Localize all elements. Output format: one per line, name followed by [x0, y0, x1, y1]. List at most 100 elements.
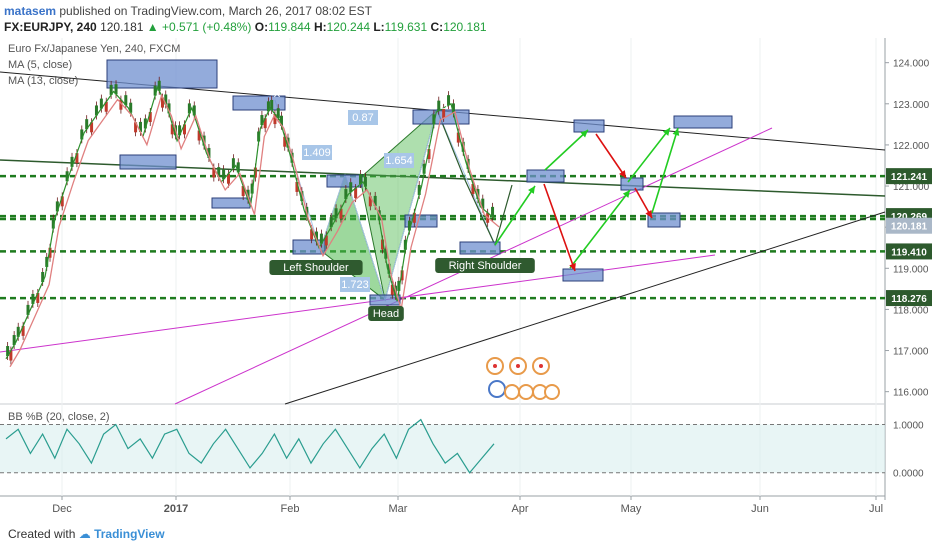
arrow-down-1-head: [619, 170, 626, 178]
x-axis-ticks: Dec 2017 Feb Mar Apr May Jun Jul: [52, 496, 883, 515]
drawing-toolbar-icons[interactable]: [486, 357, 560, 400]
legend-main[interactable]: Euro Fx/Japanese Yen, 240, FXCM: [8, 43, 180, 55]
arrow-up-2: [544, 129, 589, 171]
right-shoulder-label-bg: [435, 258, 535, 273]
candle-body-7-1: [90, 122, 94, 133]
price-change: ▲ +0.571 (+0.48%): [146, 20, 252, 34]
candle-body-30-1: [390, 284, 394, 295]
author-link[interactable]: matasem: [4, 4, 57, 18]
candle-body-29-2: [384, 248, 388, 259]
candle-body-31-0: [397, 280, 401, 291]
price-tag-bg-3: [886, 243, 932, 260]
candle-body-6-2: [80, 129, 84, 140]
projection-box-1: [119, 154, 177, 170]
projection-box-10: [526, 169, 565, 183]
candle-body-26-1: [339, 208, 343, 219]
candle-body-20-0: [260, 115, 264, 126]
open-value: 119.844: [268, 20, 311, 34]
bb-pane: 1.0000 0.0000: [0, 418, 924, 480]
arrow-up-5: [569, 189, 631, 269]
candle-body-17-1: [226, 173, 230, 184]
candle-body-2-0: [16, 326, 20, 337]
ratio-label-0: 0.87: [352, 112, 373, 124]
footer: Created with ☁ TradingView: [8, 527, 165, 541]
price-series: [5, 76, 500, 368]
price-tag-1: 120.269: [891, 212, 928, 223]
split-icon[interactable]: [504, 384, 520, 400]
y-tick-label-0: 124.000: [893, 59, 930, 70]
candle-body-26-0: [334, 208, 338, 219]
candle-body-18-1: [241, 186, 245, 197]
candle-body-4-0: [45, 256, 49, 267]
candle-body-35-2: [461, 141, 465, 152]
legend-ma5[interactable]: MA (5, close): [8, 59, 72, 71]
candle-body-22-1: [283, 136, 287, 147]
candle-body-34-0: [437, 100, 441, 111]
high-label: H:: [313, 20, 327, 34]
ratio-bg-2: [384, 153, 414, 168]
y-tick-label-1: 123.000: [893, 100, 930, 111]
candle-body-1-0: [6, 346, 10, 357]
left-shoulder-label-bg: [269, 260, 363, 275]
price-tag-4: 118.276: [891, 294, 927, 305]
candle-body-14-1: [182, 124, 186, 135]
event2-icon[interactable]: [544, 384, 560, 400]
chart-header: matasem published on TradingView.com, Ma…: [0, 0, 932, 22]
candle-body-9-0: [114, 84, 118, 95]
candle-body-26-2: [344, 189, 348, 200]
candle-body-10-1: [134, 122, 138, 133]
projection-box-3: [211, 197, 251, 209]
candle-body-34-1: [442, 107, 446, 118]
open-label: O:: [254, 20, 269, 34]
candle-body-21-1: [273, 114, 277, 125]
close-label: C:: [430, 20, 444, 34]
arrow-up-5-head: [622, 190, 630, 198]
candle-body-20-2: [266, 101, 270, 112]
candle-body-25-0: [319, 233, 323, 244]
candle-body-2-2: [26, 304, 30, 315]
tradingview-link[interactable]: TradingView: [94, 527, 165, 541]
projection-box-12: [562, 268, 604, 282]
candle-body-23-1: [295, 181, 299, 192]
earnings-icon[interactable]: [488, 380, 506, 398]
trendline-bottom: [284, 211, 886, 405]
ma13-line: [9, 93, 500, 368]
publish-text: published on TradingView.com, March 26, …: [59, 4, 373, 18]
candle-body-31-2: [403, 239, 407, 250]
candle-body-19-1: [253, 167, 257, 178]
projection-box-6: [369, 294, 401, 306]
candle-body-7-2: [94, 105, 98, 116]
projection-box-13: [620, 177, 644, 191]
right-shoulder-label: Right Shoulder: [449, 260, 522, 272]
candle-body-4-1: [48, 247, 52, 258]
news-icon[interactable]: [518, 384, 534, 400]
legend-bb[interactable]: BB %B (20, close, 2): [8, 411, 110, 423]
candle-body-19-2: [257, 131, 261, 142]
candle-body-12-2: [164, 94, 168, 105]
candle-body-33-2: [432, 114, 436, 125]
candle-body-21-2: [276, 108, 280, 119]
candle-body-16-1: [212, 167, 216, 178]
candle-body-13-0: [167, 103, 171, 114]
projection-box-0: [106, 59, 218, 89]
alert-dot-icon: [493, 364, 497, 368]
candle-body-8-0: [99, 98, 103, 109]
candle-body-30-0: [387, 263, 391, 274]
x-tick-label-0: Dec: [52, 503, 72, 515]
candle-body-10-2: [138, 121, 142, 132]
dividend-dot-icon: [539, 364, 543, 368]
head-label-bg: [368, 306, 404, 321]
arrow-up-3-head: [672, 128, 680, 136]
candle-body-10-0: [129, 102, 133, 113]
candle-body-7-0: [85, 119, 89, 130]
head-label: Head: [373, 308, 399, 320]
candle-body-12-0: [157, 80, 161, 91]
quote-line: FX:EURJPY, 240 120.181 ▲ +0.571 (+0.48%)…: [4, 20, 487, 34]
candle-body-11-0: [143, 118, 147, 129]
arrow-up-4: [627, 127, 671, 183]
legend-ma13[interactable]: MA (13, close): [8, 75, 78, 87]
projection-box-14: [647, 212, 681, 228]
x-tick-label-5: May: [621, 503, 642, 515]
y-tick-label-6: 118.000: [893, 305, 929, 316]
